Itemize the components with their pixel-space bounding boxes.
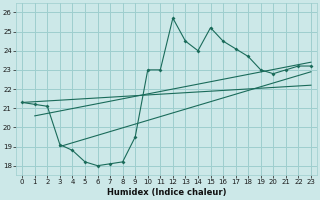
X-axis label: Humidex (Indice chaleur): Humidex (Indice chaleur) (107, 188, 226, 197)
